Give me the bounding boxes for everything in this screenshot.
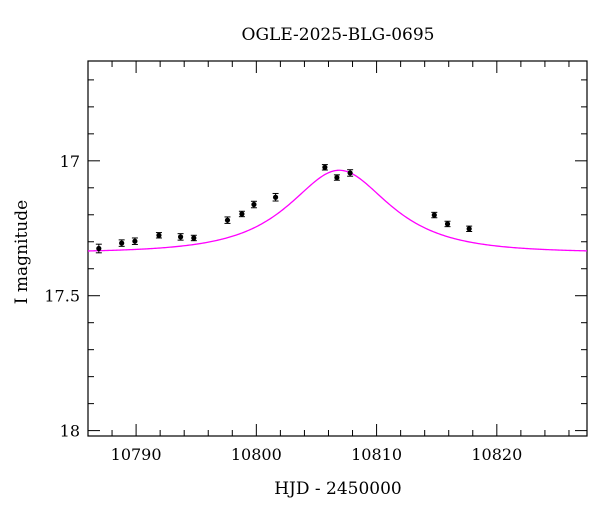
data-point (239, 211, 245, 217)
data-point (466, 226, 472, 232)
x-axis-label: HJD - 2450000 (274, 479, 402, 499)
data-point (444, 221, 451, 227)
data-point (132, 238, 138, 244)
y-tick-label: 18 (60, 422, 80, 441)
data-point (431, 212, 437, 218)
data-point (156, 232, 162, 238)
chart-title: OGLE-2025-BLG-0695 (242, 25, 435, 45)
x-tick-label: 10810 (351, 445, 402, 464)
model-curve (87, 169, 588, 252)
data-point (334, 174, 340, 181)
data-point (251, 201, 257, 208)
data-point (224, 217, 231, 223)
data-point (272, 194, 279, 200)
data-point (191, 235, 197, 241)
y-axis-label: I magnitude (12, 200, 32, 304)
data-point (322, 164, 328, 170)
plot-area: 10790 10800 10810 10820 17 17.5 18 (44, 60, 588, 464)
y-tick-label: 17.5 (44, 287, 80, 306)
data-point (96, 245, 102, 252)
data-point (347, 170, 353, 176)
x-tick-label: 10820 (471, 445, 522, 464)
x-tick-label: 10800 (231, 445, 282, 464)
plot-frame (87, 60, 588, 437)
data-point (177, 234, 184, 240)
y-tick-label: 17 (60, 152, 80, 171)
data-point (119, 240, 125, 246)
x-tick-label: 10790 (111, 445, 162, 464)
